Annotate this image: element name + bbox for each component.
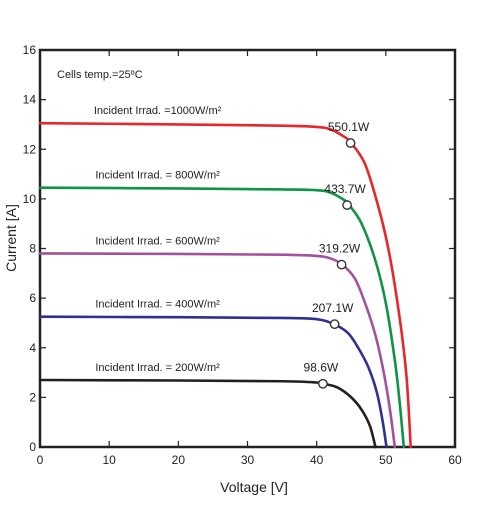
mpp-power-label-3: 319.2W [319, 242, 361, 256]
x-tick-label: 20 [172, 453, 186, 467]
y-tick-label: 10 [23, 192, 37, 206]
mpp-power-label-2: 433.7W [324, 182, 366, 196]
mpp-marker-2 [342, 200, 352, 210]
iv-curve-series-5 [38, 378, 377, 449]
y-tick-label: 14 [23, 93, 37, 107]
series-group [38, 121, 413, 449]
x-tick-label: 40 [310, 453, 324, 467]
irradiance-label-2: Incident Irrad. = 800W/m² [95, 170, 220, 182]
iv-curve-series-3 [38, 252, 397, 449]
y-axis-label: Current [A] [3, 204, 19, 272]
axes-group: 0 10 20 30 40 50 60 0 2 4 6 8 10 12 14 16 [23, 43, 462, 467]
irradiance-label-4: Incident Irrad. = 400W/m² [95, 299, 220, 311]
x-tick-label: 0 [37, 453, 44, 467]
y-tick-label: 4 [29, 341, 36, 355]
x-tick-label: 30 [241, 453, 255, 467]
x-tick-label: 50 [379, 453, 393, 467]
mpp-marker-4 [329, 319, 340, 330]
mpp-power-label-5: 98.6W [304, 361, 339, 375]
labels-group: Incident Irrad. =1000W/m² 550.1W Incident … [94, 105, 370, 375]
y-tick-label: 12 [23, 142, 37, 156]
iv-curve-series-4 [38, 315, 388, 449]
mpp-marker-5 [317, 378, 328, 389]
mpp-marker-3 [336, 259, 347, 270]
irradiance-label-1: Incident Irrad. =1000W/m² [94, 105, 222, 117]
x-axis-label: Voltage [V] [220, 479, 288, 495]
x-tick-label: 10 [102, 453, 116, 467]
mpp-marker-1 [345, 138, 356, 148]
cells-temp-note: Cells temp.=25ºC [57, 69, 143, 81]
y-tick-label: 2 [29, 390, 36, 404]
mpp-power-label-4: 207.1W [312, 301, 354, 315]
y-tick-label: 8 [29, 242, 36, 256]
x-tick-label: 60 [448, 453, 462, 467]
y-tick-label: 0 [29, 440, 36, 454]
y-tick-label: 16 [23, 43, 37, 57]
irradiance-label-5: Incident Irrad. = 200W/m² [95, 362, 220, 374]
mpp-power-label-1: 550.1W [328, 120, 370, 134]
irradiance-label-3: Incident Irrad. = 600W/m² [95, 235, 220, 247]
y-tick-label: 6 [29, 291, 36, 305]
